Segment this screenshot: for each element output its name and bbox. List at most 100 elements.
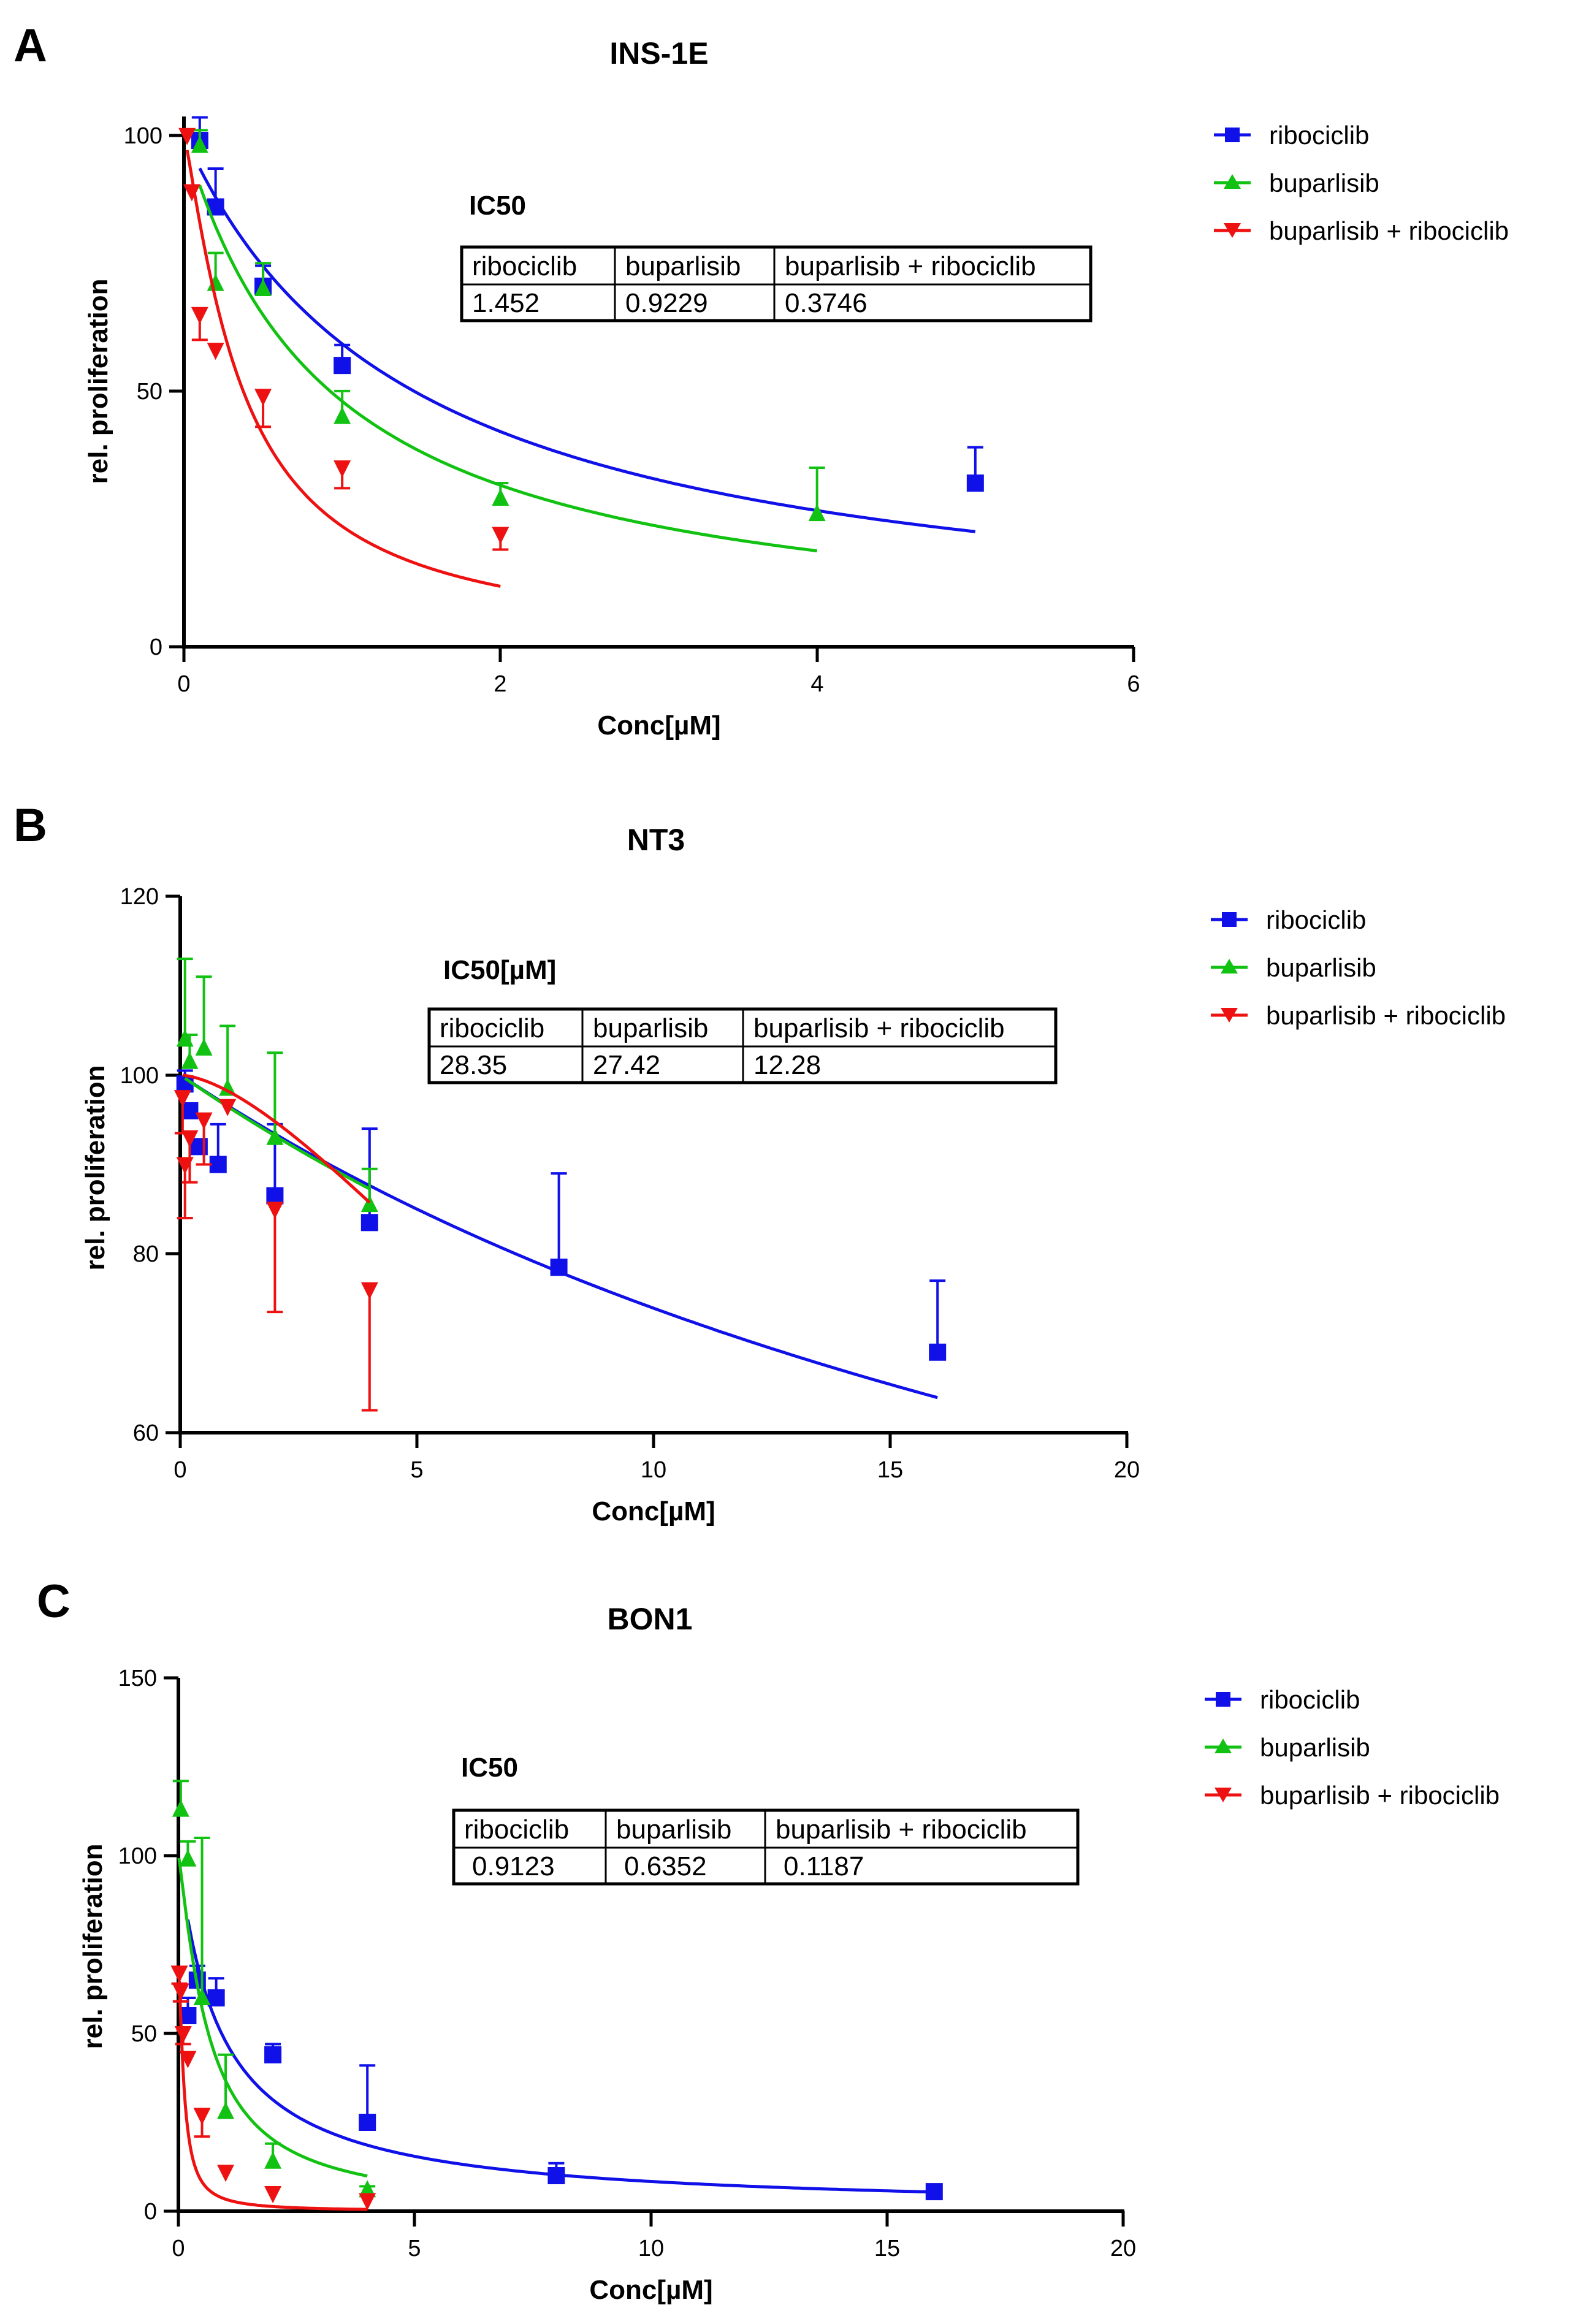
y-axis: 60 80 100 120 rel. proliferation: [80, 884, 182, 1446]
legend-item-ribociclib: ribociclib: [1211, 905, 1366, 934]
data-point: [547, 2167, 565, 2184]
legend-label: ribociclib: [1260, 1685, 1360, 1714]
fit-curve: [198, 167, 976, 533]
y-tick-label: 100: [120, 1063, 159, 1089]
data-point: [207, 1989, 225, 2006]
ic50-box: IC50 ribociclib buparlisib buparlisib + …: [460, 191, 1093, 322]
x-tick-label: 20: [1110, 2236, 1136, 2261]
x-tick-label: 10: [638, 2236, 664, 2261]
data-point: [191, 307, 208, 324]
ic50-value-combo: 0.3746: [785, 288, 868, 318]
x-tick-label: 5: [408, 2236, 421, 2261]
y-axis-title: rel. proliferation: [83, 279, 113, 484]
data-point: [360, 1282, 378, 1300]
legend-marker-triangle-down: [1221, 1008, 1238, 1023]
data-point: [209, 1156, 227, 1173]
series-ribociclib: [176, 1069, 947, 1400]
data-point: [217, 2101, 235, 2119]
data-point: [179, 2051, 197, 2068]
data-point: [925, 2183, 943, 2201]
fit-curve: [185, 150, 501, 588]
data-point: [492, 489, 509, 506]
panel-a: A INS-1E 0 50 100 rel. proliferation 0 2…: [13, 20, 1509, 741]
y-tick-label: 50: [137, 379, 162, 405]
y-tick-label: 50: [131, 2021, 157, 2047]
legend-item-buparlisib: buparlisib: [1211, 953, 1376, 982]
x-tick-label: 2: [494, 671, 506, 697]
data-point: [183, 184, 200, 202]
x-tick-label: 10: [641, 1457, 666, 1483]
data-point: [359, 2193, 376, 2211]
series-buparlisib: [176, 958, 378, 1213]
data-point: [174, 2026, 192, 2043]
series-combo: [174, 1073, 378, 1412]
data-point: [217, 2165, 235, 2182]
data-point: [360, 1214, 378, 1232]
data-point: [492, 527, 509, 544]
fit-curve: [182, 1073, 371, 1204]
data-point: [266, 1127, 284, 1145]
legend-marker-square: [1216, 1692, 1230, 1707]
data-point: [195, 1038, 213, 1056]
y-axis-title: rel. proliferation: [78, 1844, 108, 2049]
legend-marker-triangle-down: [1215, 1788, 1232, 1802]
data-point: [264, 2046, 282, 2063]
legend-label: buparlisib + ribociclib: [1269, 216, 1509, 245]
y-tick-label: 0: [144, 2199, 157, 2225]
x-tick-label: 20: [1114, 1457, 1140, 1483]
data-point: [181, 1130, 199, 1148]
legend-marker-triangle-up: [1221, 959, 1238, 973]
y-tick-label: 80: [133, 1241, 159, 1267]
legend: ribociclib buparlisib buparlisib + riboc…: [1205, 1685, 1500, 1810]
data-point: [207, 343, 224, 360]
fit-curve: [186, 1919, 934, 2194]
x-tick-label: 0: [174, 1457, 186, 1483]
chart-title: NT3: [627, 823, 685, 857]
x-axis-title: Conc[µM]: [597, 711, 720, 741]
panel-c: C BON1 0 50 100 150 rel. proliferation 0…: [37, 1575, 1500, 2305]
data-point: [264, 2151, 282, 2169]
data-point: [334, 460, 351, 478]
series-combo: [170, 1965, 376, 2211]
ic50-title: IC50: [461, 1753, 518, 1783]
chart-title: INS-1E: [609, 36, 708, 70]
ic50-header-buparlisib: buparlisib: [593, 1013, 708, 1043]
ic50-header-buparlisib: buparlisib: [616, 1815, 731, 1845]
fit-curve: [177, 1857, 368, 2178]
data-point: [174, 1090, 191, 1108]
ic50-title: IC50: [469, 191, 526, 221]
y-axis: 0 50 100 rel. proliferation: [83, 116, 186, 660]
legend-item-ribociclib: ribociclib: [1214, 121, 1369, 150]
fit-curve: [198, 185, 818, 553]
ic50-value-ribociclib: 0.9123: [472, 1851, 555, 1881]
ic50-header-buparlisib: buparlisib: [625, 251, 741, 281]
legend-label: buparlisib + ribociclib: [1266, 1001, 1506, 1030]
ic50-box: IC50[µM] ribociclib buparlisib buparlisi…: [427, 955, 1058, 1084]
plot-area: [170, 1780, 943, 2211]
panel-letter: C: [37, 1575, 71, 1628]
legend-item-buparlisib: buparlisib: [1214, 169, 1379, 197]
data-point: [254, 279, 272, 296]
data-point: [181, 1102, 199, 1119]
legend-item-ribociclib: ribociclib: [1205, 1685, 1360, 1714]
data-point: [264, 2186, 282, 2203]
x-axis-title: Conc[µM]: [592, 1496, 715, 1526]
y-tick-label: 100: [124, 123, 162, 149]
legend-marker-square: [1225, 128, 1240, 142]
data-point: [359, 2180, 376, 2198]
chart-title: BON1: [608, 1602, 693, 1636]
legend-item-combo: buparlisib + ribociclib: [1211, 1001, 1506, 1030]
x-axis-title: Conc[µM]: [589, 2275, 712, 2305]
x-tick-label: 4: [810, 671, 823, 697]
y-tick-label: 150: [118, 1666, 157, 1691]
data-point: [195, 1112, 213, 1130]
ic50-header-ribociclib: ribociclib: [464, 1815, 569, 1845]
legend-label: buparlisib + ribociclib: [1260, 1781, 1500, 1810]
x-tick-label: 5: [410, 1457, 423, 1483]
fit-curve: [178, 1981, 368, 2211]
data-point: [359, 2114, 376, 2131]
series-ribociclib: [179, 1919, 943, 2201]
ic50-box: IC50 ribociclib buparlisib buparlisib + …: [452, 1753, 1080, 1886]
x-axis: 0 5 10 15 20 Conc[µM]: [174, 1431, 1140, 1526]
